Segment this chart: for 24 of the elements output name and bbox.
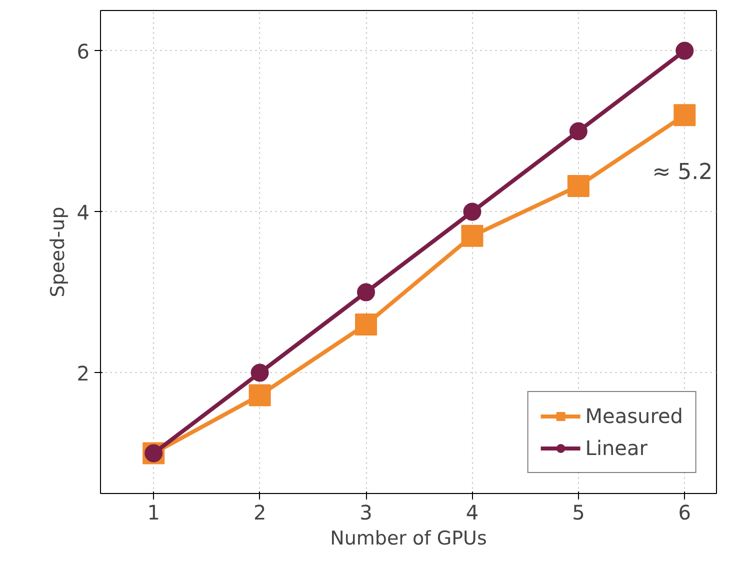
- y-tick-label: 2: [76, 361, 90, 386]
- legend-label: Measured: [585, 404, 683, 428]
- x-axis-title: Number of GPUs: [330, 528, 487, 550]
- point: [676, 42, 694, 60]
- annotation: ≈ 5.2: [652, 160, 713, 186]
- point: [248, 384, 271, 406]
- y-axis-title: Speed-up: [46, 206, 69, 298]
- y-tick-label: 6: [76, 39, 90, 64]
- x-tick-label: 2: [253, 500, 266, 524]
- x-tick-label: 3: [360, 500, 372, 524]
- point: [569, 122, 588, 140]
- x-tick-label: 4: [466, 500, 479, 524]
- point: [674, 104, 696, 126]
- x-tick-label: 1: [147, 500, 160, 524]
- point: [355, 313, 378, 336]
- x-tick-label: 6: [678, 500, 692, 524]
- y-tick-label: 4: [76, 200, 90, 224]
- point: [461, 224, 484, 247]
- point: [567, 174, 590, 197]
- point: [463, 202, 482, 221]
- x-tick-label: 5: [572, 500, 585, 524]
- legend-label: Linear: [585, 436, 648, 460]
- point: [250, 364, 269, 382]
- point: [357, 283, 376, 302]
